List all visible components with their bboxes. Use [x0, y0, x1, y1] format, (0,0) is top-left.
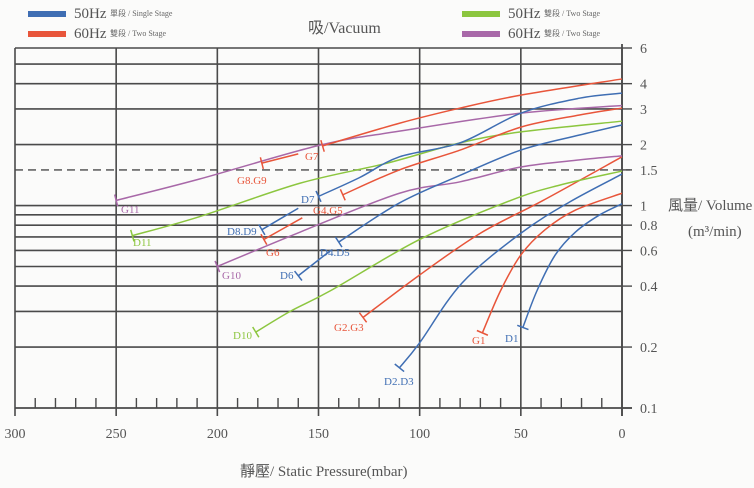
y-tick-label: 0.4: [640, 280, 658, 295]
x-tick-label: 250: [106, 427, 127, 442]
curve-g7: [322, 78, 623, 147]
legend-swatch: [28, 11, 66, 17]
curve-label: G7: [305, 151, 319, 163]
y-tick-label: 6: [640, 42, 647, 57]
legend-description: 雙段 / Two Stage: [544, 28, 601, 38]
y-tick-label: 4: [640, 78, 647, 93]
curve-label: G1: [472, 335, 485, 347]
curve-g6: [263, 217, 303, 241]
curve-d11: [132, 120, 623, 237]
y-tick-label: 0.6: [640, 244, 658, 259]
y-axis-unit: (m³/min): [688, 224, 742, 240]
x-axis-title: 靜壓/ Static Pressure(mbar): [240, 463, 407, 480]
x-tick-label: 50: [514, 427, 528, 442]
curve-end-tick: [394, 363, 405, 373]
legend-description: 單段 / Single Stage: [110, 8, 173, 18]
curve-label: G4.G5: [313, 205, 343, 217]
curve-g11: [115, 104, 623, 202]
y-tick-label: 2: [640, 139, 647, 154]
legend-description: 雙段 / Two Stage: [110, 28, 167, 38]
curve-d10: [255, 170, 623, 333]
curve-end-tick: [358, 312, 368, 323]
curve-label: G8.G9: [237, 175, 267, 187]
curve-end-tick: [315, 190, 322, 203]
legend-frequency: 50Hz: [74, 6, 107, 22]
x-tick-label: 200: [207, 427, 228, 442]
curve-d4-d5: [338, 124, 623, 243]
curve-g4-g5: [342, 107, 623, 196]
curve-label: D11: [133, 237, 152, 249]
curve-label: G11: [121, 204, 140, 216]
curve-label: D10: [233, 330, 252, 342]
grid: 300 250 200 150 100 50 0 6 4 3 2 1.5 1 0.8 0.6 0.4 0.2 0.…: [5, 42, 658, 442]
curve-g8-g9: [261, 153, 299, 164]
curve-end-tick: [339, 189, 346, 201]
curve-end-tick: [334, 236, 343, 248]
curve-end-tick: [476, 329, 489, 336]
curve-d8-d9: [261, 207, 299, 231]
curve-end-tick: [259, 157, 265, 170]
legend-frequency: 50Hz: [508, 6, 541, 22]
x-tick-label: 100: [409, 427, 430, 442]
curve-g10: [217, 155, 623, 268]
curve-end-tick: [260, 233, 268, 246]
curve-d7: [318, 92, 623, 198]
y-tick-label: 3: [640, 103, 647, 118]
chart-title: 吸/Vacuum: [308, 20, 381, 37]
y-tick-label: 1.5: [640, 164, 658, 179]
curve-d1: [522, 203, 623, 328]
curve-label: D7: [301, 194, 315, 206]
curve-label: D8.D9: [227, 226, 257, 238]
curve-label: G10: [222, 270, 241, 282]
curve-g1: [481, 192, 623, 334]
curve-end-tick: [214, 260, 221, 273]
legend-frequency: 60Hz: [74, 26, 107, 42]
y-axis-title: 風量/ Volume: [668, 198, 753, 214]
y-tick-label: 0.2: [640, 341, 658, 356]
curve-g2-g3: [362, 156, 623, 319]
curve-label: D6: [280, 270, 294, 282]
y-tick-label: 0.8: [640, 219, 658, 234]
curve-end-tick: [516, 324, 529, 331]
curve-label: D4.D5: [320, 247, 350, 259]
curve-end-tick: [252, 326, 260, 338]
curve-end-tick: [293, 270, 303, 281]
curve-end-tick: [113, 194, 119, 207]
legend-description: 雙段 / Two Stage: [544, 8, 601, 18]
curve-d2-d3: [398, 173, 623, 369]
legend-swatch: [28, 31, 66, 37]
legend-swatch: [462, 11, 500, 17]
curve-label: D2.D3: [384, 376, 414, 388]
legend-frequency: 60Hz: [508, 26, 541, 42]
curve-end-tick: [258, 224, 266, 236]
curves: [113, 78, 623, 373]
curve-d6: [297, 249, 332, 277]
curve-label: G6: [266, 247, 280, 259]
curve-label: D1: [505, 333, 518, 345]
x-tick-label: 300: [5, 427, 26, 442]
x-tick-label: 0: [619, 427, 626, 442]
curve-end-tick: [320, 139, 325, 152]
curve-end-tick: [129, 229, 135, 242]
x-tick-label: 150: [308, 427, 329, 442]
y-tick-label: 1: [640, 200, 647, 215]
curve-label: G2.G3: [334, 322, 364, 334]
legend-swatch: [462, 31, 500, 37]
y-tick-label: 0.1: [640, 402, 658, 417]
